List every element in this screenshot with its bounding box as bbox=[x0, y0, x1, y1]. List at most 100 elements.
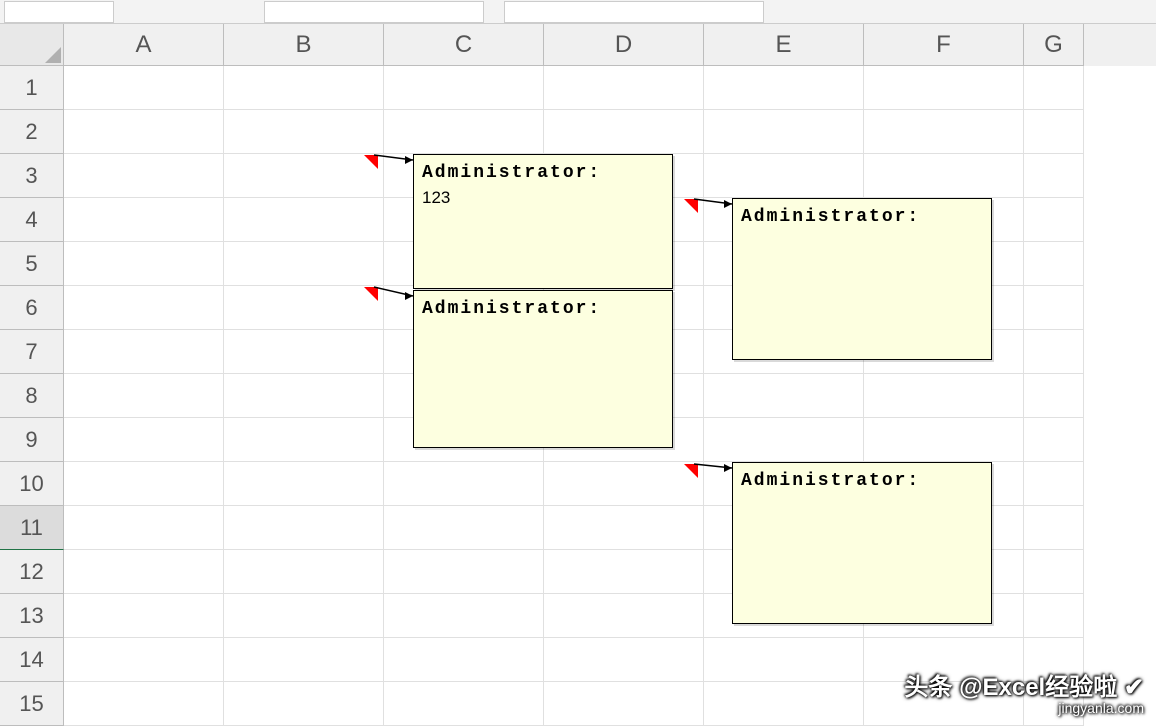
cell-B9[interactable] bbox=[224, 418, 384, 462]
cell-D15[interactable] bbox=[544, 682, 704, 726]
cell-A1[interactable] bbox=[64, 66, 224, 110]
cell-B6[interactable] bbox=[224, 286, 384, 330]
cell-G13[interactable] bbox=[1024, 594, 1084, 638]
cell-B1[interactable] bbox=[224, 66, 384, 110]
cell-E3[interactable] bbox=[704, 154, 864, 198]
cell-E9[interactable] bbox=[704, 418, 864, 462]
row-header-1[interactable]: 1 bbox=[0, 66, 64, 110]
cell-A7[interactable] bbox=[64, 330, 224, 374]
cell-A9[interactable] bbox=[64, 418, 224, 462]
cell-A3[interactable] bbox=[64, 154, 224, 198]
cell-G1[interactable] bbox=[1024, 66, 1084, 110]
cell-B4[interactable] bbox=[224, 198, 384, 242]
cell-A12[interactable] bbox=[64, 550, 224, 594]
cell-G12[interactable] bbox=[1024, 550, 1084, 594]
row-header-11[interactable]: 11 bbox=[0, 506, 64, 550]
cell-C10[interactable] bbox=[384, 462, 544, 506]
col-header-D[interactable]: D bbox=[544, 24, 704, 66]
comment-box[interactable]: Administrator: bbox=[732, 198, 992, 360]
col-header-G[interactable]: G bbox=[1024, 24, 1084, 66]
row-header-9[interactable]: 9 bbox=[0, 418, 64, 462]
row-header-14[interactable]: 14 bbox=[0, 638, 64, 682]
cell-C2[interactable] bbox=[384, 110, 544, 154]
col-header-C[interactable]: C bbox=[384, 24, 544, 66]
cell-B15[interactable] bbox=[224, 682, 384, 726]
cell-A10[interactable] bbox=[64, 462, 224, 506]
row-header-10[interactable]: 10 bbox=[0, 462, 64, 506]
cell-A2[interactable] bbox=[64, 110, 224, 154]
cell-B14[interactable] bbox=[224, 638, 384, 682]
row-header-8[interactable]: 8 bbox=[0, 374, 64, 418]
row-header-4[interactable]: 4 bbox=[0, 198, 64, 242]
cell-A13[interactable] bbox=[64, 594, 224, 638]
cell-E1[interactable] bbox=[704, 66, 864, 110]
cell-B10[interactable] bbox=[224, 462, 384, 506]
row-header-7[interactable]: 7 bbox=[0, 330, 64, 374]
formula-input[interactable] bbox=[264, 1, 484, 23]
row-header-13[interactable]: 13 bbox=[0, 594, 64, 638]
cell-B12[interactable] bbox=[224, 550, 384, 594]
cell-D2[interactable] bbox=[544, 110, 704, 154]
cell-F8[interactable] bbox=[864, 374, 1024, 418]
cell-G3[interactable] bbox=[1024, 154, 1084, 198]
cell-G4[interactable] bbox=[1024, 198, 1084, 242]
cell-E8[interactable] bbox=[704, 374, 864, 418]
row-header-5[interactable]: 5 bbox=[0, 242, 64, 286]
col-header-E[interactable]: E bbox=[704, 24, 864, 66]
cell-G6[interactable] bbox=[1024, 286, 1084, 330]
cell-F2[interactable] bbox=[864, 110, 1024, 154]
cell-D1[interactable] bbox=[544, 66, 704, 110]
cell-C15[interactable] bbox=[384, 682, 544, 726]
cell-C1[interactable] bbox=[384, 66, 544, 110]
cell-E14[interactable] bbox=[704, 638, 864, 682]
cell-F9[interactable] bbox=[864, 418, 1024, 462]
cell-A5[interactable] bbox=[64, 242, 224, 286]
cell-F3[interactable] bbox=[864, 154, 1024, 198]
cell-G9[interactable] bbox=[1024, 418, 1084, 462]
cell-C14[interactable] bbox=[384, 638, 544, 682]
cell-D13[interactable] bbox=[544, 594, 704, 638]
cell-A15[interactable] bbox=[64, 682, 224, 726]
name-box[interactable] bbox=[4, 1, 114, 23]
cell-B11[interactable] bbox=[224, 506, 384, 550]
col-header-B[interactable]: B bbox=[224, 24, 384, 66]
cell-B2[interactable] bbox=[224, 110, 384, 154]
cell-B8[interactable] bbox=[224, 374, 384, 418]
cell-A6[interactable] bbox=[64, 286, 224, 330]
cell-F1[interactable] bbox=[864, 66, 1024, 110]
comment-box[interactable]: Administrator: bbox=[413, 290, 673, 448]
row-header-3[interactable]: 3 bbox=[0, 154, 64, 198]
row-header-6[interactable]: 6 bbox=[0, 286, 64, 330]
spreadsheet-grid[interactable]: A B C D E F G 123456789101112131415 Admi… bbox=[0, 24, 1156, 726]
formula-input-ext[interactable] bbox=[504, 1, 764, 23]
col-header-F[interactable]: F bbox=[864, 24, 1024, 66]
cell-D12[interactable] bbox=[544, 550, 704, 594]
cell-E15[interactable] bbox=[704, 682, 864, 726]
cell-C12[interactable] bbox=[384, 550, 544, 594]
cell-B5[interactable] bbox=[224, 242, 384, 286]
comment-box[interactable]: Administrator:123 bbox=[413, 154, 673, 289]
row-header-15[interactable]: 15 bbox=[0, 682, 64, 726]
cell-D10[interactable] bbox=[544, 462, 704, 506]
col-header-A[interactable]: A bbox=[64, 24, 224, 66]
cell-C13[interactable] bbox=[384, 594, 544, 638]
cell-B7[interactable] bbox=[224, 330, 384, 374]
cell-C11[interactable] bbox=[384, 506, 544, 550]
cell-D14[interactable] bbox=[544, 638, 704, 682]
cell-G11[interactable] bbox=[1024, 506, 1084, 550]
cell-G2[interactable] bbox=[1024, 110, 1084, 154]
cell-A14[interactable] bbox=[64, 638, 224, 682]
comment-box[interactable]: Administrator: bbox=[732, 462, 992, 624]
cell-B3[interactable] bbox=[224, 154, 384, 198]
row-header-12[interactable]: 12 bbox=[0, 550, 64, 594]
select-all-corner[interactable] bbox=[0, 24, 64, 66]
cell-A4[interactable] bbox=[64, 198, 224, 242]
cell-D11[interactable] bbox=[544, 506, 704, 550]
cell-G5[interactable] bbox=[1024, 242, 1084, 286]
row-header-2[interactable]: 2 bbox=[0, 110, 64, 154]
cell-G8[interactable] bbox=[1024, 374, 1084, 418]
cell-A8[interactable] bbox=[64, 374, 224, 418]
cell-E2[interactable] bbox=[704, 110, 864, 154]
cell-G10[interactable] bbox=[1024, 462, 1084, 506]
cell-G7[interactable] bbox=[1024, 330, 1084, 374]
